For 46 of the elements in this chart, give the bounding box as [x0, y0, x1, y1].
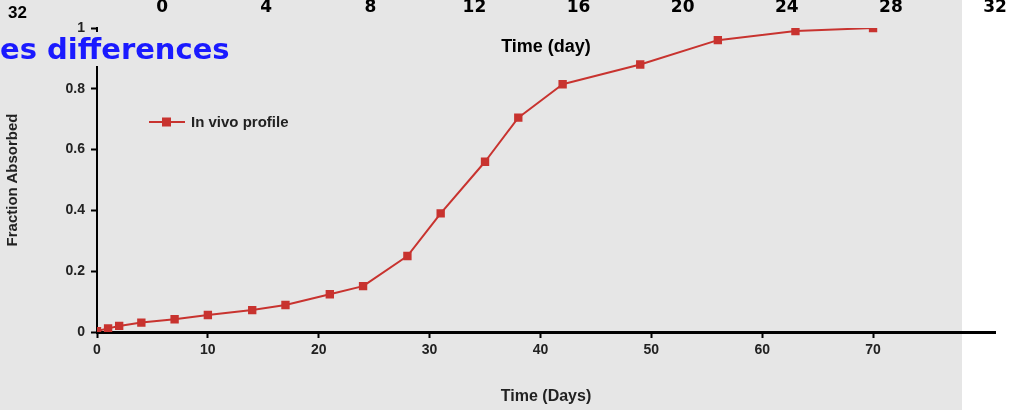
- y-tick-label: 0.2: [65, 262, 86, 279]
- y-tick-label: 0: [77, 322, 86, 339]
- point: [436, 209, 445, 218]
- x2-tick-label: 32: [983, 0, 1007, 17]
- x2-tick-label: 28: [879, 0, 903, 17]
- x-tick-label: 20: [310, 341, 327, 358]
- point: [636, 60, 645, 69]
- y-tick-label: 0.4: [65, 201, 86, 218]
- x2-tick-label: 12: [462, 0, 487, 17]
- point: [791, 28, 800, 36]
- point: [325, 290, 334, 299]
- point: [281, 300, 290, 310]
- x-tick-label: 0: [93, 341, 102, 358]
- x2-axis-title: Time (day): [501, 36, 591, 57]
- x-tick-label: 50: [643, 341, 660, 358]
- x2-tick-label: 4: [260, 0, 273, 17]
- x-axis-title: Time (Days): [500, 386, 592, 404]
- point: [114, 321, 124, 331]
- point: [713, 35, 723, 45]
- point: [480, 157, 490, 166]
- x-tick-label: 30: [421, 341, 438, 358]
- legend-label: In vivo profile: [191, 113, 289, 130]
- x2-tick-label: 0: [156, 0, 169, 17]
- point: [514, 113, 523, 122]
- y-tick-label: 0.8: [65, 79, 86, 96]
- point: [248, 305, 257, 315]
- x-tick-label: 60: [754, 341, 771, 358]
- x-tick-label: 10: [200, 341, 216, 358]
- point: [103, 324, 113, 332]
- point: [403, 251, 412, 261]
- y-tick-label: 1: [77, 18, 86, 35]
- x-tick-label: 40: [532, 341, 549, 358]
- point: [203, 310, 213, 320]
- point: [137, 318, 146, 327]
- x2-tick-label: 20: [670, 0, 695, 17]
- y-axis-title: Fraction Absorbed: [3, 113, 21, 247]
- chart-title: es differences: [0, 32, 230, 66]
- x2-tick-label: 8: [364, 0, 377, 17]
- y-tick-label: 0.6: [65, 140, 86, 157]
- text: 32: [8, 3, 27, 23]
- x2-tick-label: 24: [774, 0, 799, 17]
- x2-tick-label: 16: [566, 0, 591, 17]
- point: [558, 80, 567, 89]
- point: [170, 315, 179, 324]
- x-tick-label: 70: [865, 341, 882, 358]
- point: [358, 281, 368, 291]
